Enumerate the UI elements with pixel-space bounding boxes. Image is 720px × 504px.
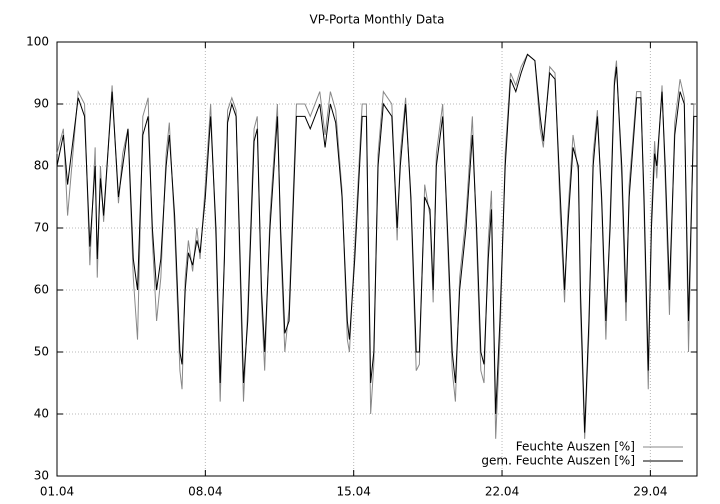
y-tick-label: 40 <box>34 407 49 421</box>
legend-label: Feuchte Auszen [%] <box>516 440 635 454</box>
y-tick-label: 70 <box>34 221 49 235</box>
y-tick-label: 30 <box>34 469 49 483</box>
y-tick-label: 100 <box>26 35 49 49</box>
x-tick-label: 22.04 <box>485 485 519 499</box>
y-tick-label: 80 <box>34 159 49 173</box>
x-tick-label: 01.04 <box>40 485 74 499</box>
y-tick-label: 60 <box>34 283 49 297</box>
x-tick-label: 15.04 <box>337 485 371 499</box>
data-line <box>56 53 697 439</box>
chart-title: VP-Porta Monthly Data <box>310 13 445 27</box>
plot-frame <box>56 41 698 477</box>
data-line <box>56 53 697 433</box>
y-tick-label: 90 <box>34 97 49 111</box>
legend-label: gem. Feuchte Auszen [%] <box>481 454 635 468</box>
x-tick-label: 29.04 <box>633 485 667 499</box>
y-tick-label: 50 <box>34 345 49 359</box>
x-tick-label: 08.04 <box>188 485 222 499</box>
